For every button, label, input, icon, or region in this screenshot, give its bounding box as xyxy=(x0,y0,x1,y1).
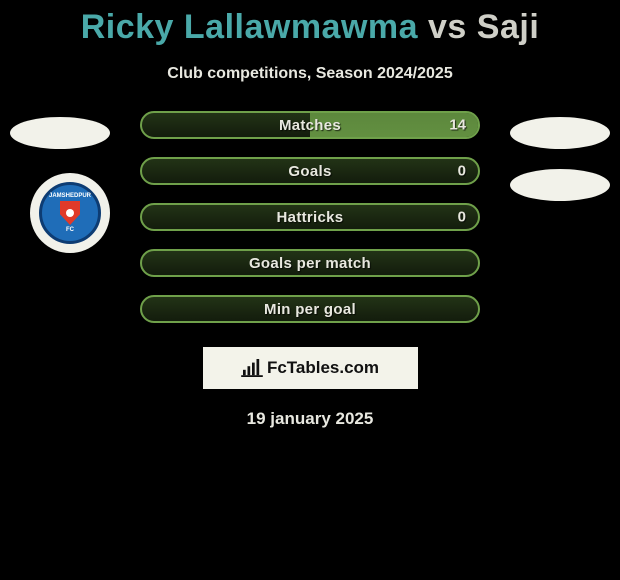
vs-label: vs xyxy=(428,8,467,46)
stat-label: Goals xyxy=(288,163,331,180)
subtitle: Club competitions, Season 2024/2025 xyxy=(0,65,620,83)
crest-bottom-text: FC xyxy=(66,227,74,233)
brand-badge[interactable]: FcTables.com xyxy=(203,347,418,389)
stat-bar: Goals per match xyxy=(140,249,480,277)
club-crest: JAMSHEDPUR FC xyxy=(30,173,110,253)
brand-text: FcTables.com xyxy=(267,358,379,378)
player2-name: Saji xyxy=(477,8,539,46)
stat-value-right: 0 xyxy=(458,163,466,180)
crest-inner: JAMSHEDPUR FC xyxy=(39,182,101,244)
stat-bar: Min per goal xyxy=(140,295,480,323)
stat-label: Hattricks xyxy=(277,209,344,226)
crest-top-text: JAMSHEDPUR xyxy=(49,193,91,199)
stat-bar: Goals 0 xyxy=(140,157,480,185)
player-ellipse xyxy=(510,169,610,201)
player-ellipse xyxy=(510,117,610,149)
stat-value-right: 0 xyxy=(458,209,466,226)
stat-label: Goals per match xyxy=(249,255,371,272)
stat-bar: Hattricks 0 xyxy=(140,203,480,231)
snapshot-date: 19 january 2025 xyxy=(0,409,620,429)
bar-chart-icon xyxy=(241,359,263,377)
stat-label: Matches xyxy=(279,117,341,134)
stat-bar: Matches 14 xyxy=(140,111,480,139)
page-title: Ricky Lallawmawma vs Saji xyxy=(0,0,620,47)
crest-shield-icon xyxy=(60,201,80,225)
player-ellipse xyxy=(10,117,110,149)
comparison-arena: JAMSHEDPUR FC Matches14Goals0Hattricks0G… xyxy=(0,111,620,341)
stat-value-right: 14 xyxy=(449,117,466,134)
stat-bars: Matches 14 Goals 0 Hattricks 0 Goals per match… xyxy=(140,111,480,341)
player1-name: Ricky Lallawmawma xyxy=(81,8,418,46)
stat-label: Min per goal xyxy=(264,301,356,318)
